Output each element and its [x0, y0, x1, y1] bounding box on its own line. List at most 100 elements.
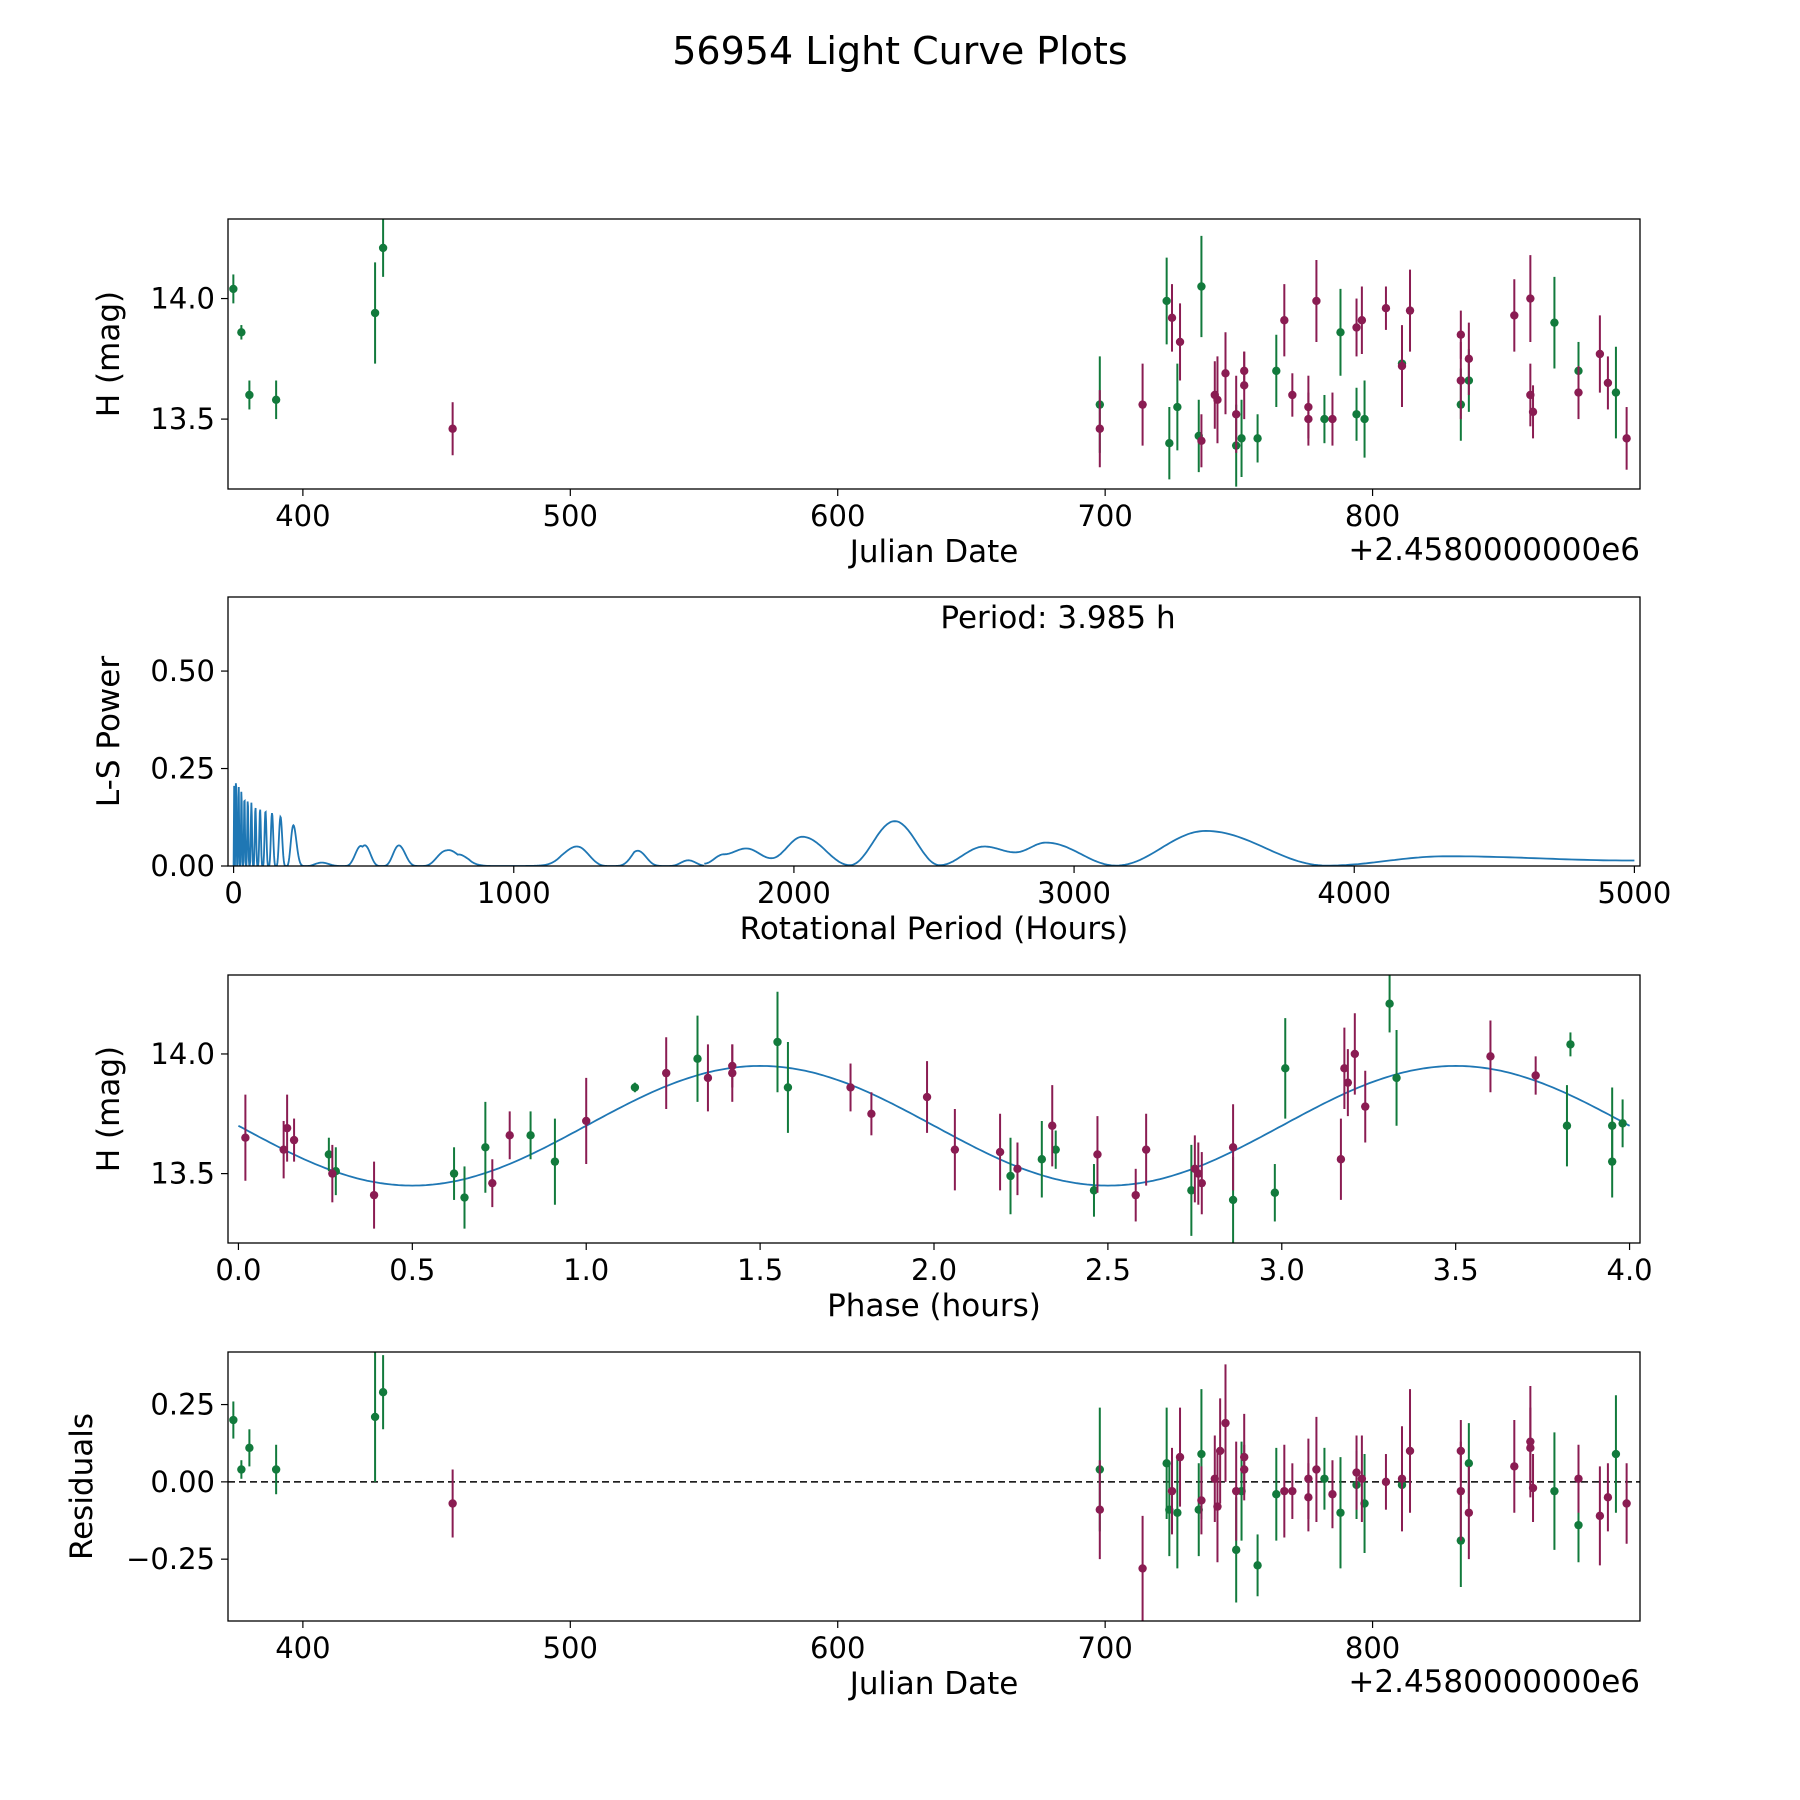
- data-point: [1397, 1474, 1407, 1483]
- plot-area: [237, 975, 1631, 1243]
- data-point: [1456, 1536, 1466, 1545]
- data-point: [1173, 1508, 1182, 1517]
- data-point: [1360, 414, 1369, 424]
- data-point: [1197, 282, 1206, 291]
- data-point: [1037, 1155, 1047, 1164]
- x-axis-label: Julian Date: [848, 534, 1019, 570]
- y-axis-label: H (mag): [91, 291, 127, 417]
- data-point: [1093, 1150, 1102, 1159]
- plot-area: [229, 219, 1631, 487]
- y-tick-label: 0.00: [150, 849, 215, 883]
- data-point: [1340, 1064, 1349, 1073]
- x-tick-label: 3.5: [1433, 1253, 1479, 1287]
- series-magenta: [241, 1013, 1540, 1229]
- data-point: [1013, 1164, 1022, 1174]
- data-point: [1361, 1102, 1370, 1111]
- data-point: [995, 1147, 1005, 1157]
- data-point: [241, 1133, 250, 1142]
- data-point: [1622, 434, 1631, 443]
- data-point: [1385, 999, 1394, 1008]
- data-point: [1240, 366, 1249, 376]
- data-point: [1328, 1490, 1337, 1499]
- data-point: [1173, 402, 1182, 412]
- data-point: [1194, 1169, 1203, 1178]
- data-point: [728, 1061, 737, 1071]
- data-point: [1381, 1477, 1391, 1487]
- data-point: [526, 1131, 535, 1140]
- data-point: [1336, 328, 1345, 337]
- x-tick-label: 700: [1077, 1631, 1132, 1665]
- data-point: [1526, 294, 1535, 303]
- data-point: [922, 1092, 932, 1102]
- data-point: [237, 1465, 246, 1474]
- x-tick-label: 0.0: [215, 1253, 261, 1287]
- y-tick-label: 0.00: [150, 1465, 215, 1499]
- x-tick-label: 4000: [1317, 876, 1391, 910]
- axes-frame: [227, 1351, 1641, 1622]
- y-tick-label: 13.5: [150, 402, 215, 436]
- data-point: [1197, 1496, 1206, 1505]
- data-point: [1312, 1465, 1321, 1474]
- axes-frame: [227, 218, 1641, 490]
- periodogram-curve-dense: [232, 783, 705, 866]
- data-point: [1618, 1119, 1627, 1128]
- data-point: [1381, 303, 1391, 313]
- data-point: [1175, 1452, 1185, 1462]
- residuals-panel: 400 500 600 700 800 −0.25 0.00 0.25 Julian Date R…: [64, 1351, 1641, 1702]
- series-magenta: [448, 1364, 1631, 1621]
- data-point: [1131, 1190, 1140, 1200]
- data-point: [271, 395, 281, 405]
- data-point: [1231, 410, 1241, 419]
- data-point: [1510, 311, 1519, 320]
- data-point: [1350, 1049, 1360, 1059]
- axes-frame: [227, 974, 1641, 1244]
- x-axis-label: Rotational Period (Hours): [740, 911, 1129, 947]
- y-axis-label: Residuals: [64, 1413, 100, 1560]
- x-tick-label: 600: [810, 1631, 865, 1665]
- data-point: [1574, 388, 1583, 397]
- data-point: [271, 1465, 281, 1474]
- data-point: [481, 1143, 490, 1152]
- data-point: [1611, 388, 1621, 397]
- data-point: [1574, 1520, 1583, 1530]
- data-point: [1464, 354, 1474, 364]
- light-curve-panel: 400 500 600 700 800 13.5 14.0 Julian Date H (mag…: [91, 218, 1641, 570]
- data-point: [1456, 1486, 1466, 1496]
- y-axis-label: H (mag): [91, 1046, 127, 1172]
- data-point: [1089, 1186, 1099, 1195]
- y-tick-label: 0.25: [150, 1388, 215, 1422]
- data-point: [1397, 361, 1407, 371]
- data-point: [1272, 366, 1281, 376]
- data-point: [1213, 1502, 1222, 1511]
- data-point: [460, 1193, 469, 1202]
- data-point: [1562, 1121, 1572, 1130]
- series-green: [229, 1352, 1621, 1603]
- data-point: [1405, 1446, 1415, 1456]
- data-point: [1138, 1564, 1147, 1573]
- data-point: [1051, 1145, 1060, 1154]
- data-point: [1280, 1486, 1289, 1496]
- y-tick-label: −0.25: [126, 1542, 215, 1576]
- data-point: [1603, 1493, 1613, 1502]
- data-point: [1531, 1071, 1540, 1080]
- x-tick-label: 800: [1345, 499, 1400, 533]
- x-tick-label: 0.5: [389, 1253, 435, 1287]
- data-point: [550, 1157, 560, 1166]
- data-point: [1213, 395, 1222, 405]
- data-point: [1566, 1040, 1575, 1049]
- data-point: [1352, 410, 1361, 419]
- x-tick-label: 0: [224, 876, 242, 910]
- series-green: [324, 975, 1627, 1243]
- data-point: [1288, 1486, 1297, 1496]
- x-tick-label: 1000: [477, 876, 551, 910]
- data-point: [1237, 434, 1246, 443]
- x-axis-label: Phase (hours): [827, 1288, 1041, 1324]
- data-point: [1095, 1505, 1105, 1514]
- periodogram-curve-tail: [704, 820, 1635, 866]
- data-point: [1528, 407, 1538, 417]
- data-point: [378, 1387, 388, 1397]
- axes-frame: [227, 596, 1641, 867]
- data-point: [1253, 434, 1262, 443]
- data-point: [703, 1073, 713, 1083]
- data-point: [1405, 306, 1415, 315]
